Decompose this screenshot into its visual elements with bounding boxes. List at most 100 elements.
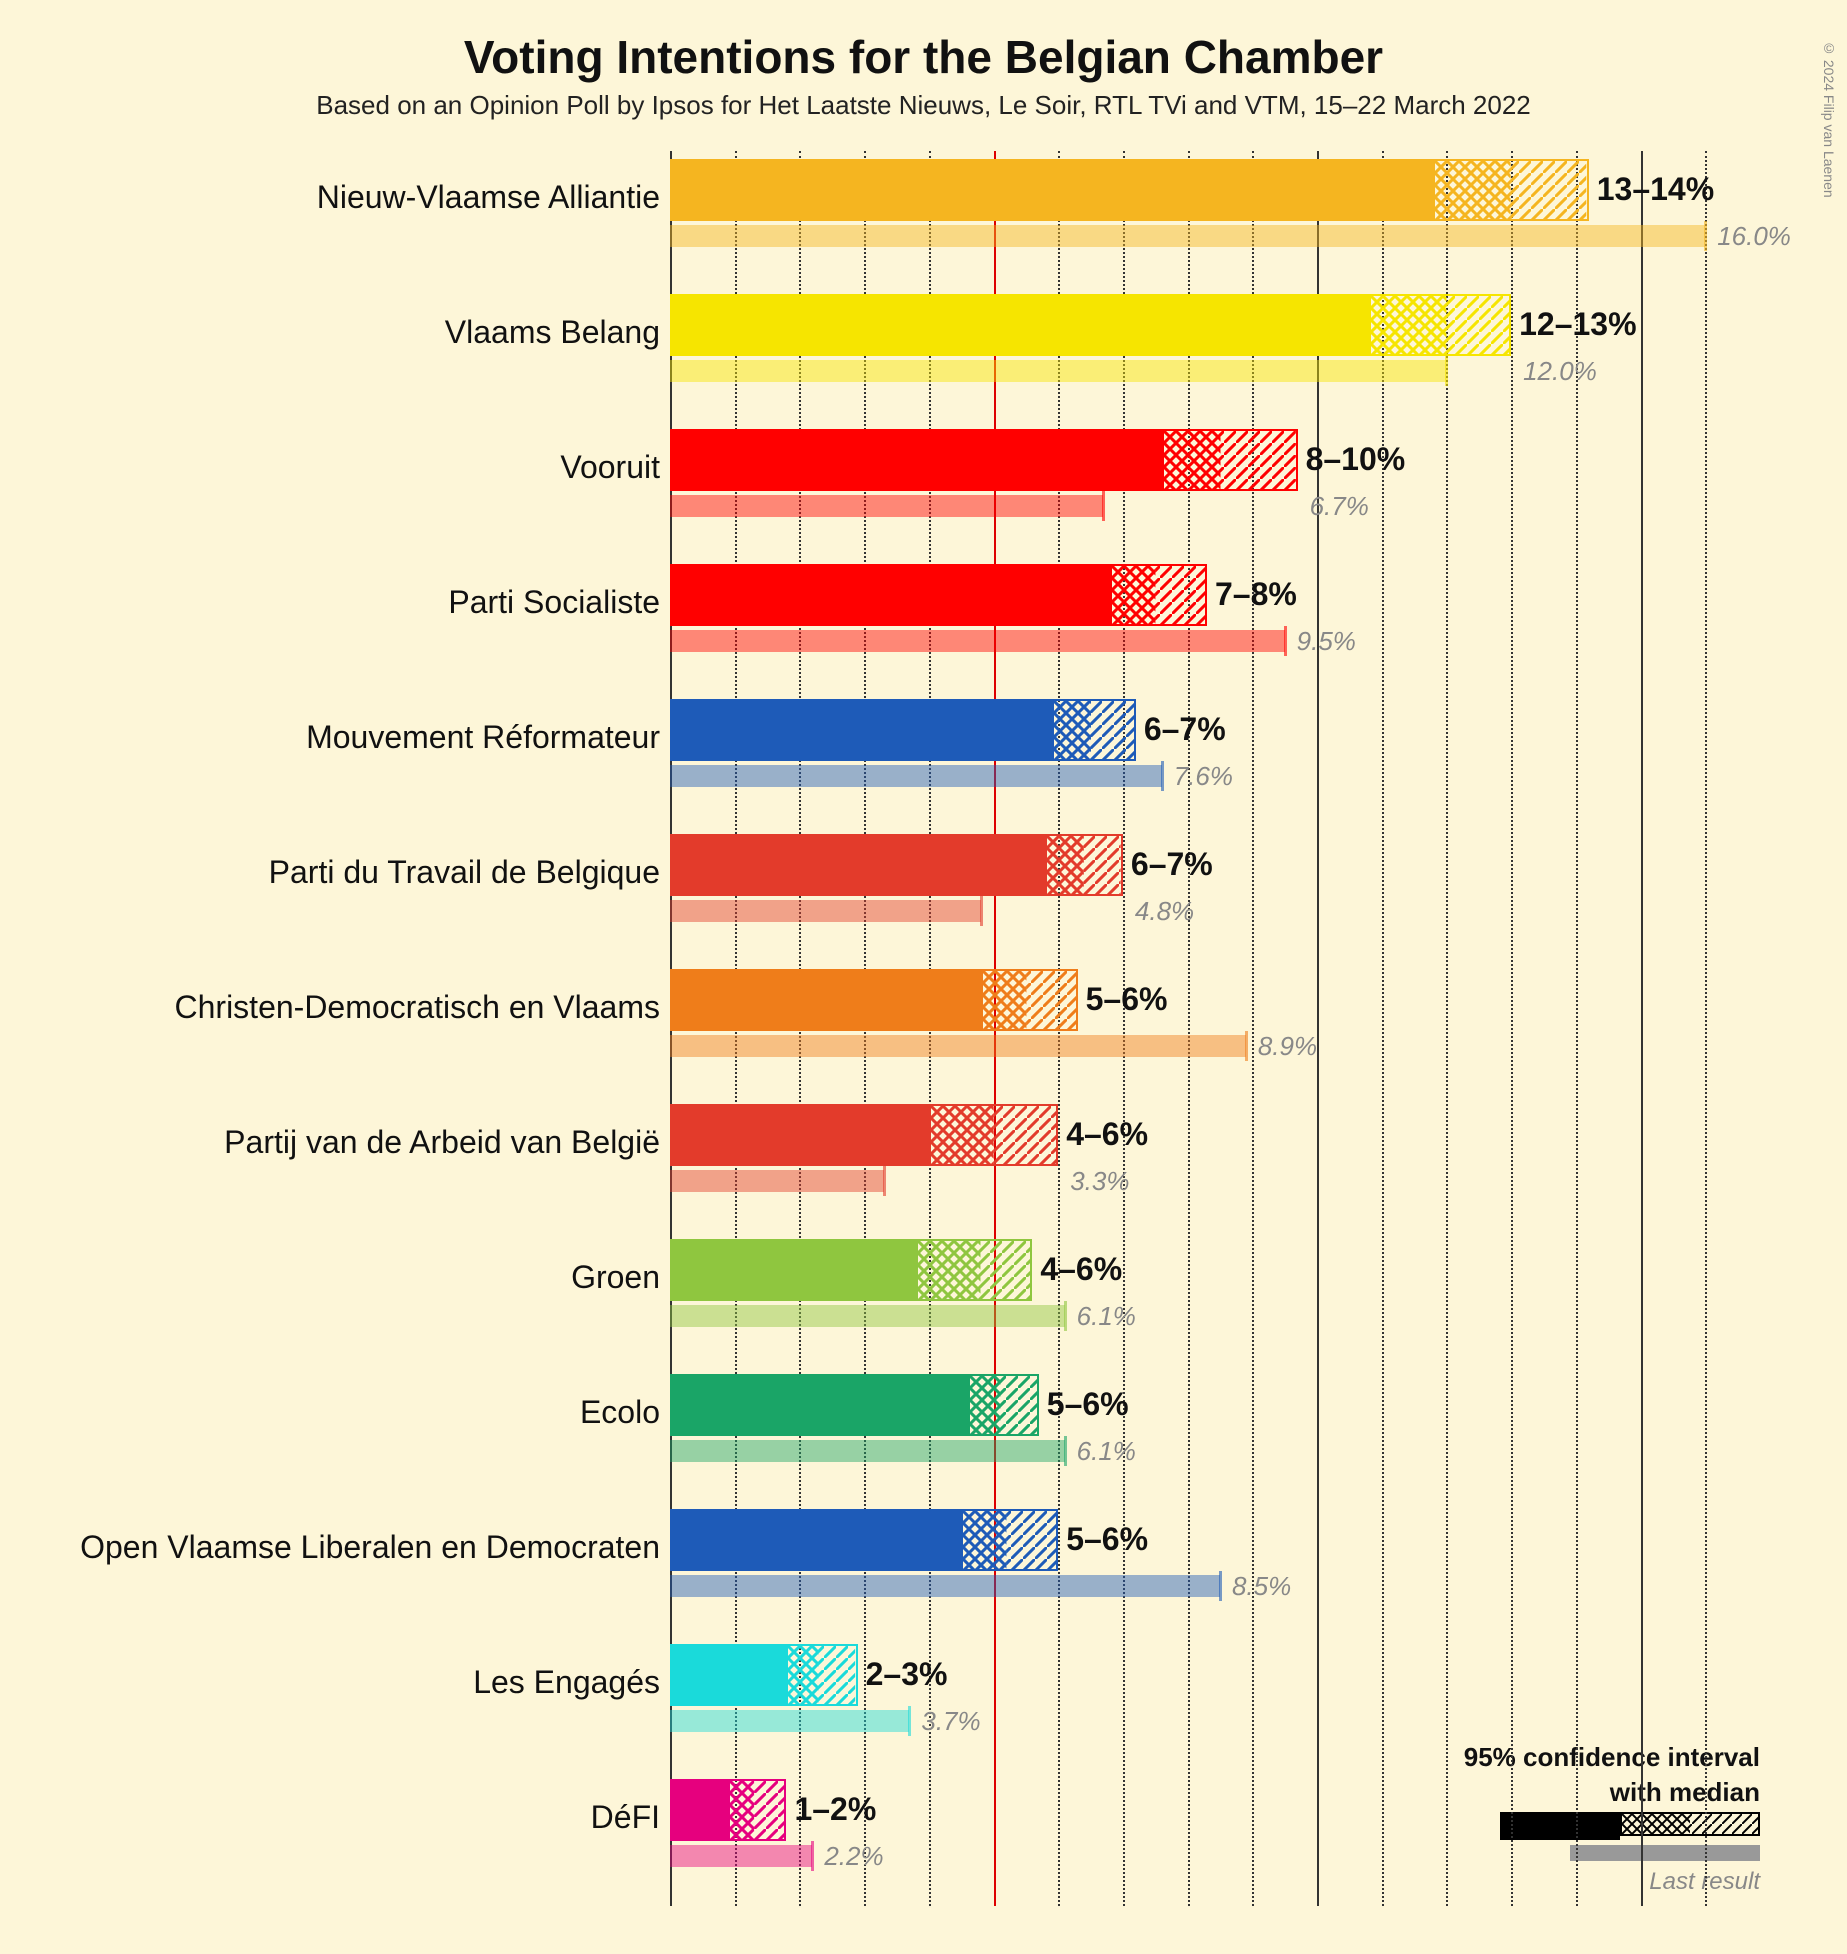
poll-bar	[670, 1644, 786, 1706]
party-label: Christen-Democratisch en Vlaams	[40, 989, 660, 1026]
party-row: Parti Socialiste7–8%9.5%	[670, 556, 1770, 691]
last-result-label: 4.8%	[1135, 896, 1194, 927]
range-label: 8–10%	[1306, 441, 1406, 478]
range-label: 12–13%	[1519, 306, 1636, 343]
confidence-interval	[1433, 159, 1588, 221]
party-label: Nieuw-Vlaamse Alliantie	[40, 179, 660, 216]
confidence-interval	[916, 1239, 1032, 1301]
last-result-bar	[670, 495, 1103, 517]
confidence-interval	[728, 1779, 786, 1841]
party-label: DéFI	[40, 1799, 660, 1836]
last-result-label: 8.9%	[1258, 1031, 1317, 1062]
confidence-interval	[1110, 564, 1207, 626]
party-row: Parti du Travail de Belgique6–7%4.8%	[670, 826, 1770, 961]
confidence-interval	[968, 1374, 1039, 1436]
last-result-bar	[670, 1575, 1220, 1597]
party-row: Les Engagés2–3%3.7%	[670, 1636, 1770, 1771]
last-result-label: 6.1%	[1077, 1301, 1136, 1332]
confidence-interval	[1045, 834, 1123, 896]
last-result-label: 16.0%	[1717, 221, 1791, 252]
last-result-bar	[670, 1305, 1065, 1327]
poll-bar	[670, 969, 981, 1031]
party-row: DéFI1–2%2.2%	[670, 1771, 1770, 1906]
confidence-interval	[1052, 699, 1136, 761]
party-label: Partij van de Arbeid van België	[40, 1124, 660, 1161]
last-result-bar	[670, 1440, 1065, 1462]
confidence-interval	[981, 969, 1078, 1031]
last-result-bar	[670, 1845, 812, 1867]
range-label: 4–6%	[1066, 1116, 1148, 1153]
last-result-label: 6.1%	[1077, 1436, 1136, 1467]
party-row: Vlaams Belang12–13%12.0%	[670, 286, 1770, 421]
party-label: Vooruit	[40, 449, 660, 486]
party-label: Parti Socialiste	[40, 584, 660, 621]
last-result-label: 3.3%	[1070, 1166, 1129, 1197]
confidence-interval	[786, 1644, 857, 1706]
last-result-bar	[670, 765, 1162, 787]
poll-bar	[670, 1104, 929, 1166]
chart-container: 95% confidence interval with median	[40, 151, 1807, 1906]
range-label: 6–7%	[1131, 846, 1213, 883]
last-result-label: 2.2%	[824, 1841, 883, 1872]
poll-bar	[670, 159, 1433, 221]
last-result-label: 8.5%	[1232, 1571, 1291, 1602]
party-label: Vlaams Belang	[40, 314, 660, 351]
confidence-interval	[929, 1104, 1058, 1166]
last-result-bar	[670, 360, 1446, 382]
party-row: Vooruit8–10%6.7%	[670, 421, 1770, 556]
last-result-bar	[670, 1170, 884, 1192]
poll-bar	[670, 1239, 916, 1301]
confidence-interval	[961, 1509, 1058, 1571]
last-result-tick	[1245, 1031, 1248, 1061]
party-label: Mouvement Réformateur	[40, 719, 660, 756]
confidence-interval	[1162, 429, 1298, 491]
range-label: 2–3%	[866, 1656, 948, 1693]
range-label: 5–6%	[1086, 981, 1168, 1018]
poll-bar	[670, 834, 1045, 896]
range-label: 5–6%	[1047, 1386, 1129, 1423]
party-label: Open Vlaamse Liberalen en Democraten	[40, 1529, 660, 1566]
last-result-bar	[670, 1710, 909, 1732]
last-result-tick	[1284, 626, 1287, 656]
last-result-tick	[980, 896, 983, 926]
party-row: Open Vlaamse Liberalen en Democraten5–6%…	[670, 1501, 1770, 1636]
range-label: 6–7%	[1144, 711, 1226, 748]
poll-bar	[670, 429, 1162, 491]
last-result-tick	[811, 1841, 814, 1871]
last-result-label: 3.7%	[921, 1706, 980, 1737]
poll-bar	[670, 1509, 961, 1571]
last-result-tick	[1161, 761, 1164, 791]
party-row: Christen-Democratisch en Vlaams5–6%8.9%	[670, 961, 1770, 1096]
range-label: 13–14%	[1597, 171, 1714, 208]
last-result-bar	[670, 225, 1705, 247]
last-result-tick	[1102, 491, 1105, 521]
last-result-tick	[1064, 1436, 1067, 1466]
party-label: Les Engagés	[40, 1664, 660, 1701]
range-label: 7–8%	[1215, 576, 1297, 613]
party-row: Partij van de Arbeid van België4–6%3.3%	[670, 1096, 1770, 1231]
party-label: Groen	[40, 1259, 660, 1296]
last-result-tick	[1704, 221, 1707, 251]
last-result-label: 7.6%	[1174, 761, 1233, 792]
confidence-interval	[1369, 294, 1511, 356]
party-row: Ecolo5–6%6.1%	[670, 1366, 1770, 1501]
party-label: Parti du Travail de Belgique	[40, 854, 660, 891]
range-label: 5–6%	[1066, 1521, 1148, 1558]
range-label: 1–2%	[794, 1791, 876, 1828]
last-result-bar	[670, 630, 1285, 652]
range-label: 4–6%	[1040, 1251, 1122, 1288]
poll-bar	[670, 1779, 728, 1841]
party-row: Mouvement Réformateur6–7%7.6%	[670, 691, 1770, 826]
poll-bar	[670, 1374, 968, 1436]
party-row: Groen4–6%6.1%	[670, 1231, 1770, 1366]
last-result-bar	[670, 1035, 1246, 1057]
last-result-tick	[1445, 356, 1448, 386]
party-row: Nieuw-Vlaamse Alliantie13–14%16.0%	[670, 151, 1770, 286]
party-label: Ecolo	[40, 1394, 660, 1431]
poll-bar	[670, 699, 1052, 761]
chart-subtitle: Based on an Opinion Poll by Ipsos for He…	[40, 90, 1807, 121]
last-result-label: 12.0%	[1523, 356, 1597, 387]
last-result-label: 6.7%	[1310, 491, 1369, 522]
last-result-tick	[1064, 1301, 1067, 1331]
chart-title: Voting Intentions for the Belgian Chambe…	[40, 30, 1807, 84]
